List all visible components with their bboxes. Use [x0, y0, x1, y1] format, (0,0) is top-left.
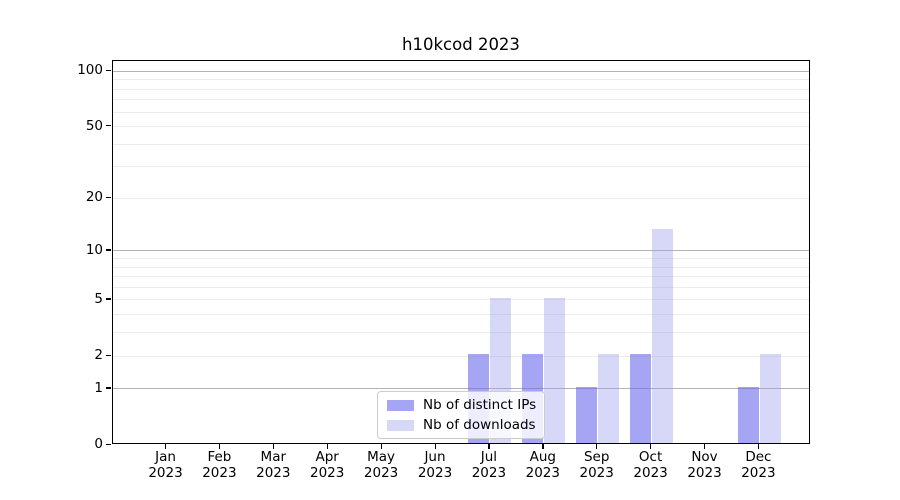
gridline-minor	[113, 166, 809, 168]
x-tick	[272, 444, 275, 449]
x-tick	[757, 444, 760, 449]
y-tick	[106, 125, 111, 127]
gridline-minor	[113, 258, 809, 259]
x-tick	[165, 444, 167, 449]
y-axis-tick-label: 100	[77, 62, 103, 79]
x-axis-tick-label: May 2023	[363, 449, 399, 481]
legend-swatch-distinct-ips	[387, 399, 414, 411]
x-tick	[434, 444, 436, 449]
x-axis-tick-label: Nov 2023	[687, 449, 722, 481]
gridline-minor	[113, 79, 809, 81]
bar-downloads-aug	[544, 297, 566, 443]
gridline-minor	[113, 276, 809, 278]
y-tick	[106, 249, 111, 251]
x-axis-tick-label: Mar 2023	[256, 449, 291, 481]
x-tick	[542, 444, 544, 449]
gridline-major	[113, 250, 809, 252]
x-axis-tick-label: Dec 2023	[741, 449, 776, 481]
y-axis-tick-label: 0	[94, 436, 103, 452]
legend-swatch-downloads	[387, 419, 414, 431]
bar-distinct-ips-sep	[576, 386, 598, 443]
x-axis-tick-label: Sep 2023	[579, 449, 614, 481]
gridline-minor	[113, 99, 809, 101]
bar-downloads-oct	[652, 229, 674, 443]
y-axis-tick-label: 1	[94, 379, 103, 396]
plot-area	[112, 60, 810, 444]
legend-item-downloads: Nb of downloads	[387, 417, 536, 433]
x-axis-tick-label: Feb 2023	[202, 449, 237, 481]
bar-distinct-ips-oct	[630, 354, 652, 443]
y-tick	[106, 387, 111, 389]
bar-downloads-sep	[598, 354, 620, 443]
y-axis-tick-label: 20	[85, 189, 103, 206]
gridline-minor	[113, 286, 809, 288]
gridline-minor	[113, 299, 809, 301]
x-axis-tick-label: Oct 2023	[633, 449, 668, 481]
y-tick	[106, 69, 111, 71]
gridline-minor	[113, 314, 809, 316]
gridline-major	[113, 70, 809, 72]
x-tick	[326, 444, 328, 449]
x-tick	[488, 444, 490, 449]
gridline-minor	[113, 332, 809, 334]
x-axis-tick-label: Aug 2023	[525, 449, 560, 481]
x-axis-tick-label: Jan 2023	[148, 449, 183, 481]
y-tick	[106, 196, 111, 199]
chart-title: h10kcod 2023	[402, 35, 520, 54]
y-axis-tick-label: 50	[85, 117, 103, 134]
x-tick	[704, 444, 706, 449]
gridline-minor	[113, 355, 809, 357]
legend-item-distinct-ips: Nb of distinct IPs	[387, 397, 537, 413]
legend: Nb of distinct IPs Nb of downloads	[377, 391, 545, 439]
gridline-minor	[113, 111, 809, 113]
x-axis-tick-label: Jul 2023	[471, 449, 507, 481]
y-axis-tick-label: 2	[94, 347, 103, 364]
gridline-minor	[113, 143, 809, 145]
gridline-minor	[113, 88, 809, 90]
gridline-minor	[113, 197, 809, 199]
y-axis-tick-label: 5	[94, 290, 103, 307]
legend-label-downloads: Nb of downloads	[423, 417, 536, 433]
gridline-minor	[113, 266, 809, 268]
gridline-major	[113, 388, 809, 390]
y-tick	[106, 443, 111, 445]
x-tick	[380, 444, 382, 449]
x-tick	[596, 444, 598, 449]
y-tick	[106, 354, 111, 356]
y-axis-tick-label: 10	[85, 241, 103, 258]
x-axis-tick-label: Jun 2023	[417, 449, 453, 481]
bar-downloads-dec	[759, 354, 781, 443]
y-tick	[106, 298, 111, 300]
bar-distinct-ips-dec	[737, 386, 759, 443]
gridline-minor	[113, 126, 809, 128]
legend-label-distinct-ips: Nb of distinct IPs	[423, 397, 537, 413]
x-tick	[218, 444, 221, 449]
x-axis-tick-label: Apr 2023	[310, 449, 345, 481]
x-tick	[650, 444, 652, 449]
